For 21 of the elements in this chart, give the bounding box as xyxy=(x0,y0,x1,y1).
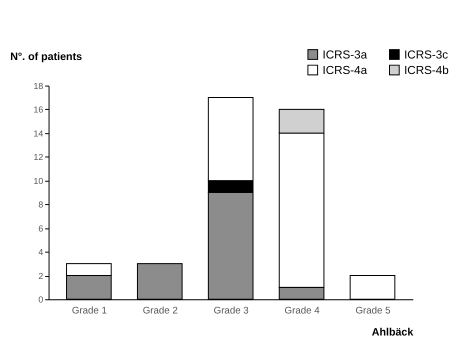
y-axis-title: N°. of patients xyxy=(10,50,82,63)
y-tick-label: 6 xyxy=(38,223,44,234)
y-tick-label: 14 xyxy=(34,128,44,138)
x-tick-label: Grade 5 xyxy=(355,305,391,316)
y-tick-label: 16 xyxy=(34,104,44,115)
legend-label: ICRS-4a xyxy=(322,64,368,77)
x-tick-label: Grade 1 xyxy=(72,305,107,316)
y-tick-label: 2 xyxy=(38,270,44,281)
x-axis-title: Ahlbäck xyxy=(372,326,414,339)
legend-label: ICRS-4b xyxy=(404,64,449,77)
legend-label: ICRS-3a xyxy=(322,48,368,62)
y-tick-label: 10 xyxy=(34,176,44,186)
x-tick-label: Grade 4 xyxy=(284,305,320,316)
y-tick-label: 8 xyxy=(38,200,44,210)
y-tick-label: 4 xyxy=(38,247,44,258)
legend-label: ICRS-3c xyxy=(404,48,448,62)
x-tick-label: Grade 2 xyxy=(142,305,178,316)
y-tick-label: 12 xyxy=(34,152,44,162)
y-tick-label: 0 xyxy=(38,294,44,305)
x-tick-label: Grade 3 xyxy=(214,305,249,316)
y-tick-label: 18 xyxy=(34,80,44,91)
